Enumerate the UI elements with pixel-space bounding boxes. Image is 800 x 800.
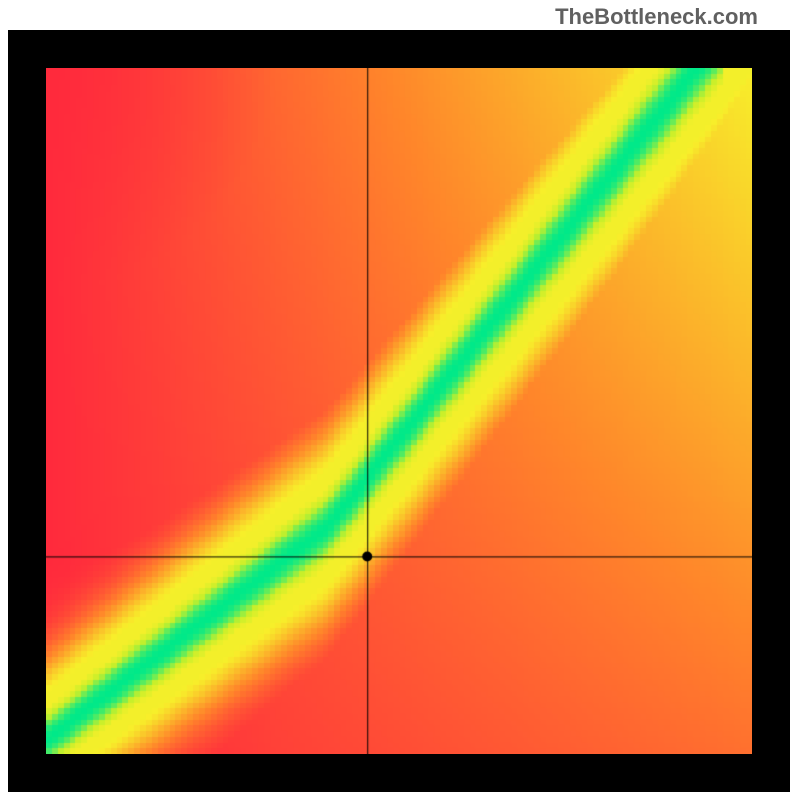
heatmap-canvas [46, 68, 752, 754]
watermark-text: TheBottleneck.com [555, 4, 758, 30]
root: TheBottleneck.com [0, 0, 800, 800]
